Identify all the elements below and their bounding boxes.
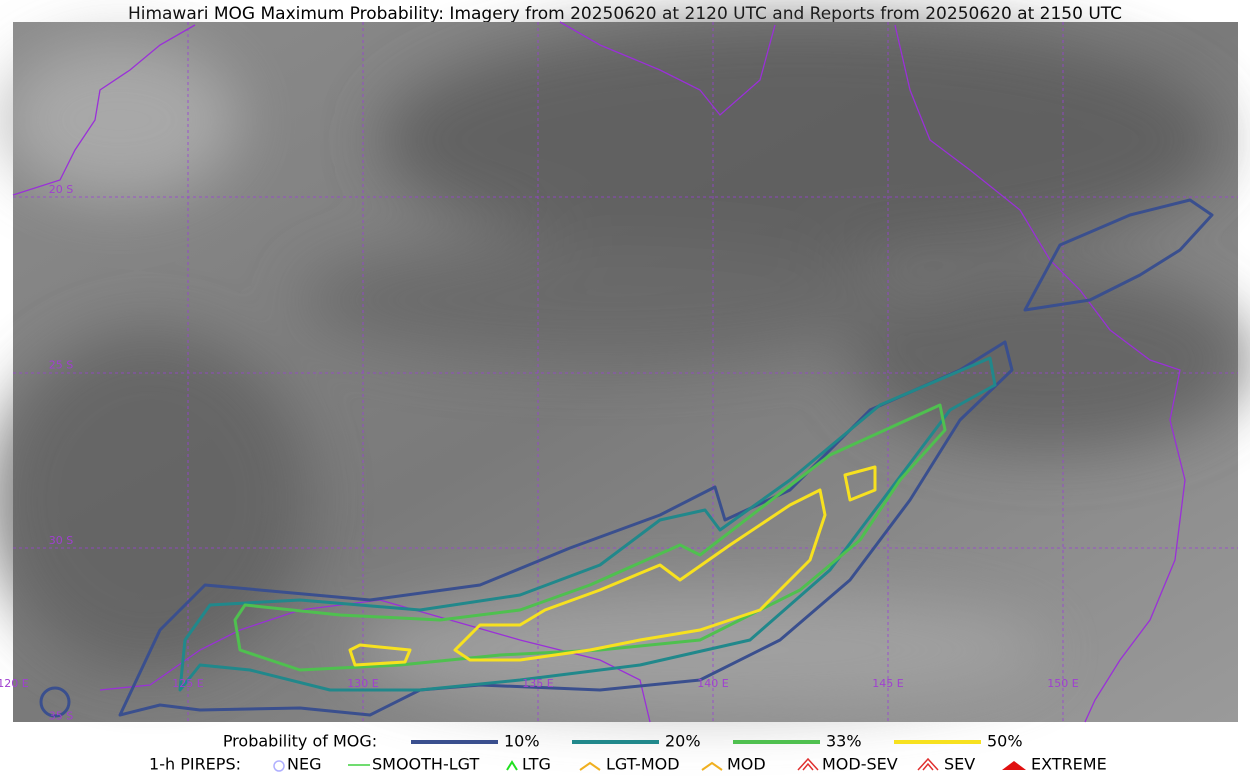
pirep-label: EXTREME [1031, 755, 1107, 774]
lon-label: 145 E [872, 677, 903, 690]
pirep-icon [1002, 761, 1026, 770]
lat-label: 20 S [49, 183, 73, 196]
lon-label: 120 E [0, 677, 29, 690]
title: Himawari MOG Maximum Probability: Imager… [128, 4, 1122, 24]
lon-label: 150 E [1047, 677, 1078, 690]
lat-label: 30 S [49, 534, 73, 547]
legend-label: 50% [987, 732, 1023, 751]
pirep-label: MOD [727, 755, 766, 774]
lon-label: 135 E [522, 677, 553, 690]
pirep-icon [797, 757, 819, 771]
pirep-label: SMOOTH-LGT [372, 755, 479, 774]
legend: Probability of MOG: 10% 20% 33% 50% [223, 732, 1023, 751]
pirep-title: 1-h PIREPS: [149, 755, 241, 774]
pirep-label: SEV [944, 755, 975, 774]
pirep-label: LTG [522, 755, 551, 774]
legend-label: 33% [826, 732, 862, 751]
pirep-label: MOD-SEV [822, 755, 898, 774]
legend-title: Probability of MOG: [223, 732, 377, 751]
pirep-icon [273, 760, 285, 772]
grid-labels: 20 S 25 S 30 S 35 S 120 E 125 E 130 E 135 E 140 … [0, 183, 1079, 723]
lon-label: 140 E [697, 677, 728, 690]
lat-label: 35 S [49, 710, 73, 723]
pirep-icon [506, 760, 518, 771]
pirep-label: NEG [287, 755, 321, 774]
satellite-image [0, 20, 1250, 722]
pirep-icon [701, 761, 723, 771]
legend-label: 10% [504, 732, 540, 751]
lat-label: 25 S [49, 359, 73, 372]
contours [39, 198, 1214, 718]
grid [13, 22, 1238, 722]
lon-label: 130 E [347, 677, 378, 690]
pirep-icon [579, 761, 601, 771]
legend-label: 20% [665, 732, 701, 751]
pirep-label: LGT-MOD [606, 755, 680, 774]
pirep-icon [917, 757, 939, 771]
lon-label: 125 E [172, 677, 203, 690]
pirep-legend: 1-h PIREPS: NEG SMOOTH-LGT LTG LGT-MOD MOD MOD… [149, 755, 1107, 774]
